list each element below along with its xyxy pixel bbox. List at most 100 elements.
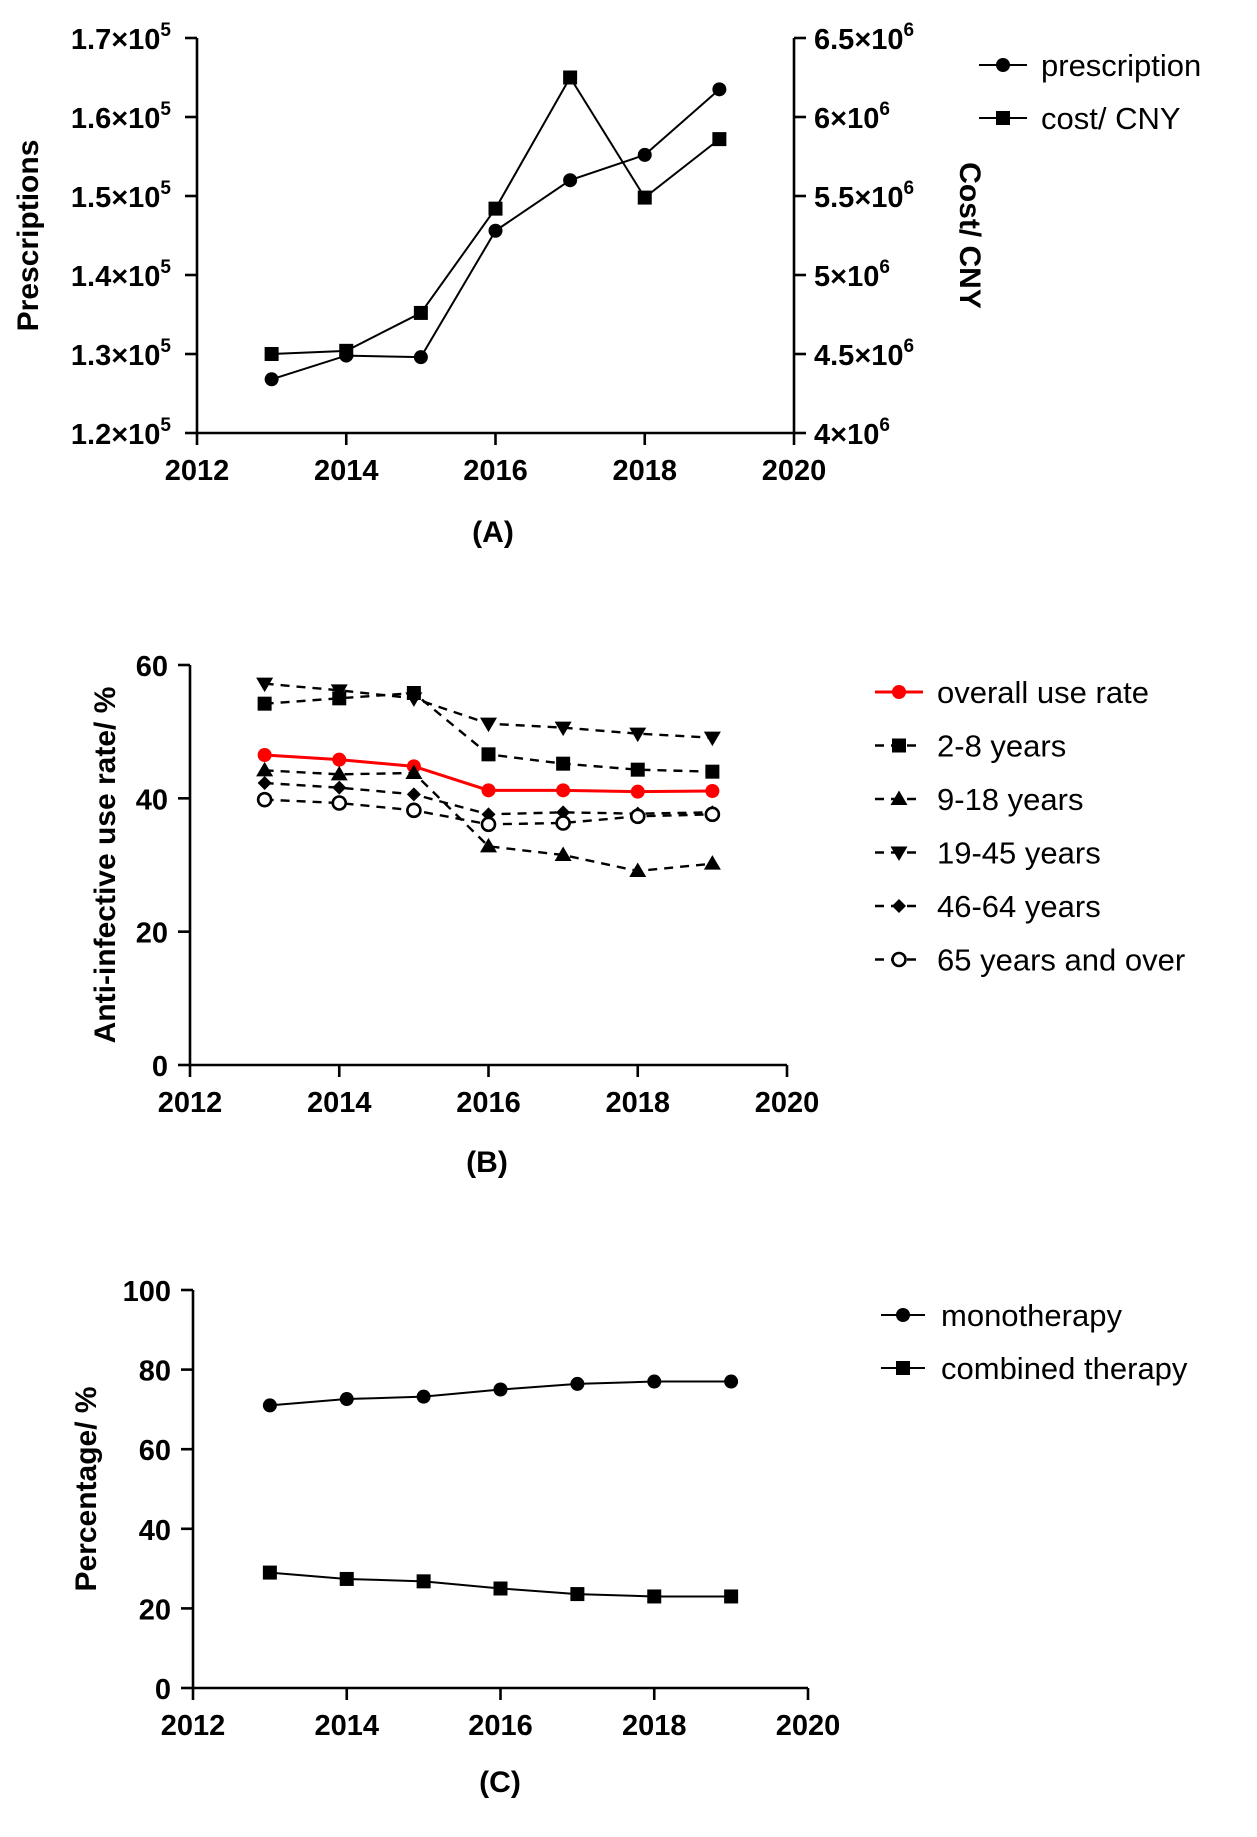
y-axis-title: Percentage/ % (70, 1386, 103, 1591)
y-tick-label: 20 (136, 918, 168, 950)
data-point (703, 855, 721, 870)
data-point (704, 806, 721, 823)
data-point (554, 721, 572, 737)
legend-marker (996, 111, 1010, 125)
data-point (257, 696, 272, 711)
y2-tick-label: 6.5×106 (814, 20, 914, 56)
y-tick-label: 1.6×105 (71, 99, 172, 135)
data-point (481, 783, 496, 798)
y-tick-label: 20 (139, 1594, 171, 1626)
data-point (554, 846, 572, 861)
data-point (647, 1589, 662, 1604)
data-point (416, 1389, 431, 1404)
series-1 (257, 748, 720, 799)
y-axis-title: Prescriptions (12, 140, 45, 332)
data-point (256, 677, 274, 693)
legend-item: 9-18 years (875, 782, 1083, 817)
y2-tick-label: 4.5×106 (814, 336, 914, 372)
legend-label: monotherapy (941, 1298, 1122, 1333)
series-2 (262, 1565, 739, 1604)
data-point (257, 776, 272, 790)
y-tick-label: 1.7×105 (71, 20, 172, 56)
data-point (712, 132, 727, 147)
data-point (256, 761, 274, 777)
legend-marker (890, 846, 908, 861)
legend-item: 46-64 years (875, 889, 1101, 924)
y-tick-label: 1.2×105 (71, 415, 172, 451)
panel-label: (B) (466, 1146, 508, 1179)
legend-item: prescription (979, 48, 1201, 83)
data-point (630, 784, 645, 799)
legend-marker (891, 951, 907, 968)
data-point (556, 805, 571, 820)
x-tick-label: 2020 (762, 455, 827, 487)
legend-item: 19-45 years (875, 836, 1101, 871)
data-point (556, 756, 571, 771)
y2-tick-label: 5×106 (814, 257, 890, 293)
x-tick-label: 2012 (165, 455, 230, 487)
data-point (712, 82, 727, 97)
y-tick-label: 40 (136, 784, 168, 816)
data-point (406, 787, 421, 802)
data-point (416, 1574, 431, 1589)
y-tick-label: 80 (139, 1356, 171, 1388)
data-point (339, 343, 354, 358)
legend-item: monotherapy (881, 1298, 1122, 1333)
x-tick-label: 2018 (622, 1710, 687, 1742)
y-tick-label: 60 (136, 651, 168, 683)
series-line (271, 75, 720, 355)
series-2 (264, 70, 727, 361)
data-point (480, 837, 497, 853)
legend-label: prescription (1041, 48, 1201, 83)
legend-marker (892, 899, 906, 913)
data-point (413, 305, 428, 320)
x-tick-label: 2020 (755, 1087, 820, 1119)
legend-item: 65 years and over (875, 943, 1185, 978)
data-point (724, 1374, 739, 1389)
legend-label: 46-64 years (937, 889, 1101, 924)
x-tick-label: 2016 (463, 455, 528, 487)
legend-label: combined therapy (941, 1351, 1188, 1386)
series-1 (262, 1374, 739, 1413)
data-point (637, 147, 652, 162)
series-5 (257, 776, 720, 822)
data-point (332, 752, 347, 767)
panel-label: (C) (479, 1766, 521, 1799)
data-point (330, 684, 348, 699)
legend-marker (996, 58, 1010, 72)
data-point (488, 223, 503, 238)
x-tick-label: 2014 (314, 455, 379, 487)
series-4 (256, 677, 721, 747)
data-point (705, 764, 720, 779)
y2-tick-label: 4×106 (814, 415, 890, 451)
data-point (556, 783, 571, 798)
data-point (629, 808, 646, 825)
data-point (264, 347, 279, 361)
data-point (630, 762, 645, 777)
data-point (339, 1571, 354, 1586)
y-tick-label: 100 (123, 1276, 171, 1308)
data-point (481, 747, 496, 762)
legend-item: 2-8 years (875, 729, 1066, 764)
series-1 (264, 82, 727, 387)
data-point (332, 780, 347, 795)
y-tick-label: 0 (155, 1674, 171, 1706)
y-tick-label: 0 (152, 1051, 168, 1083)
data-point (256, 791, 273, 808)
y2-tick-label: 6×106 (814, 99, 890, 135)
data-point (488, 201, 503, 216)
x-tick-label: 2014 (307, 1087, 372, 1119)
data-point (570, 1587, 585, 1602)
data-point (629, 727, 647, 743)
panel-label: (A) (472, 516, 514, 549)
legend-marker (896, 1361, 910, 1375)
y-tick-label: 40 (139, 1515, 171, 1547)
data-point (493, 1382, 508, 1397)
data-point (563, 173, 578, 188)
data-point (264, 372, 279, 387)
chart-panel-3: 2012 2014 2016 2018 2020 0 20 40 60 80 100 Percenta… (70, 1276, 1188, 1799)
data-point (331, 795, 348, 811)
data-point (262, 1398, 277, 1413)
legend-label: 19-45 years (937, 836, 1101, 871)
